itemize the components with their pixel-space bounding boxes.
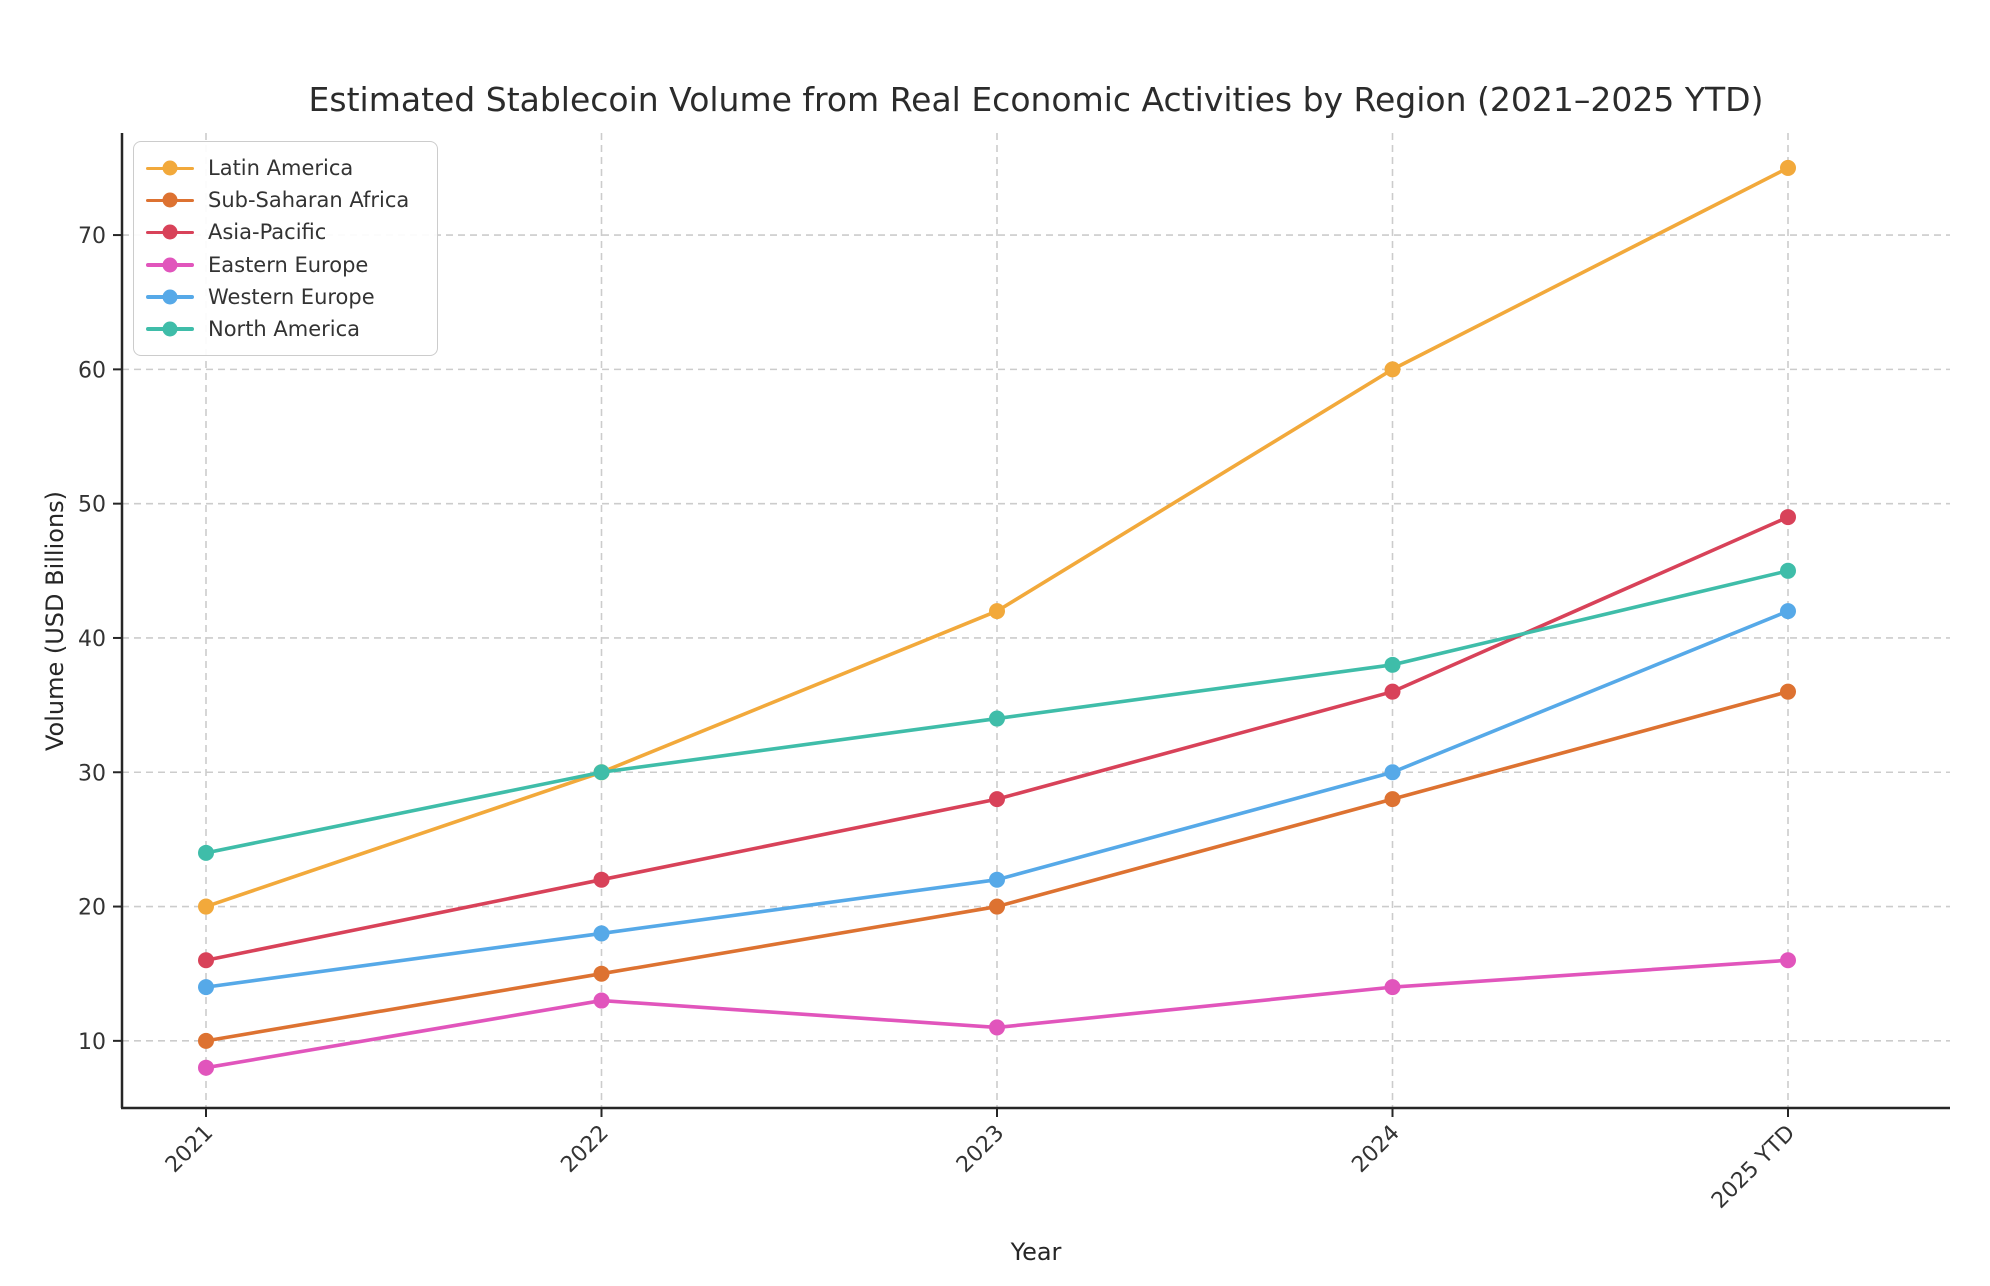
legend-item-eastern-europe: Eastern Europe [146, 249, 421, 281]
data-point-latin-america-2023 [989, 603, 1005, 620]
data-point-asia-pacific-2022 [593, 871, 610, 888]
legend-marker-icon [146, 289, 194, 305]
legend-item-western-europe: Western Europe [146, 281, 421, 313]
legend-label: Sub-Saharan Africa [208, 188, 410, 213]
legend: Latin America Sub-Saharan Africa Asia-Pa… [133, 141, 438, 356]
legend-item-sub-saharan-africa: Sub-Saharan Africa [146, 184, 421, 216]
data-point-north-america-2022 [593, 764, 610, 781]
data-point-sub-saharan-africa-2022 [593, 965, 610, 982]
data-point-asia-pacific-2023 [989, 791, 1005, 808]
y-tick-label: 20 [78, 896, 106, 921]
data-point-western-europe-2021 [198, 979, 214, 996]
legend-marker-icon [146, 224, 194, 240]
legend-marker-icon [146, 192, 194, 208]
y-tick-label: 40 [78, 627, 106, 652]
data-point-eastern-europe-2024 [1384, 979, 1401, 996]
x-tick-label: 2023 [952, 1121, 1009, 1178]
data-point-western-europe-2024 [1384, 764, 1401, 781]
data-point-western-europe-2023 [989, 871, 1005, 888]
data-point-latin-america-2021 [198, 898, 214, 915]
chart-title: Estimated Stablecoin Volume from Real Ec… [308, 80, 1764, 119]
x-axis-label: Year [1010, 1238, 1062, 1266]
data-point-latin-america-2024 [1384, 361, 1401, 378]
data-point-sub-saharan-africa-2023 [989, 898, 1005, 915]
y-tick-label: 50 [78, 493, 106, 518]
data-point-north-america-2024 [1384, 656, 1401, 673]
y-tick-label: 30 [78, 761, 106, 786]
legend-label: North America [208, 316, 361, 341]
data-point-eastern-europe-2023 [989, 1019, 1005, 1036]
data-point-western-europe-2025-ytd [1780, 603, 1796, 620]
y-tick-label: 70 [78, 224, 106, 249]
legend-marker-icon [146, 257, 194, 273]
y-axis-label: Volume (USD Billions) [41, 490, 69, 752]
legend-marker-icon [146, 160, 194, 176]
x-tick-label: 2021 [161, 1121, 218, 1178]
x-tick-label: 2024 [1347, 1121, 1404, 1178]
x-tick-label: 2022 [556, 1121, 613, 1178]
data-point-north-america-2023 [989, 710, 1005, 727]
data-point-asia-pacific-2024 [1384, 683, 1401, 700]
legend-item-latin-america: Latin America [146, 152, 421, 184]
data-point-sub-saharan-africa-2024 [1384, 791, 1401, 808]
legend-label: Western Europe [208, 284, 375, 309]
data-point-eastern-europe-2022 [593, 992, 610, 1009]
data-point-sub-saharan-africa-2021 [198, 1032, 214, 1049]
data-point-asia-pacific-2025-ytd [1780, 509, 1796, 526]
legend-label: Latin America [208, 156, 354, 181]
data-point-north-america-2021 [198, 844, 214, 861]
x-tick-label: 2025 YTD [1707, 1121, 1800, 1214]
y-tick-label: 10 [78, 1030, 106, 1055]
data-point-eastern-europe-2021 [198, 1059, 214, 1076]
data-point-north-america-2025-ytd [1780, 562, 1796, 579]
data-point-sub-saharan-africa-2025-ytd [1780, 683, 1796, 700]
legend-marker-icon [146, 321, 194, 337]
y-tick-label: 60 [78, 358, 106, 383]
data-point-asia-pacific-2021 [198, 952, 214, 969]
legend-label: Asia-Pacific [208, 220, 327, 245]
legend-item-asia-pacific: Asia-Pacific [146, 216, 421, 248]
legend-label: Eastern Europe [208, 252, 369, 277]
data-point-eastern-europe-2025-ytd [1780, 952, 1796, 969]
data-point-latin-america-2025-ytd [1780, 159, 1796, 176]
legend-item-north-america: North America [146, 313, 421, 345]
data-point-western-europe-2022 [593, 925, 610, 942]
